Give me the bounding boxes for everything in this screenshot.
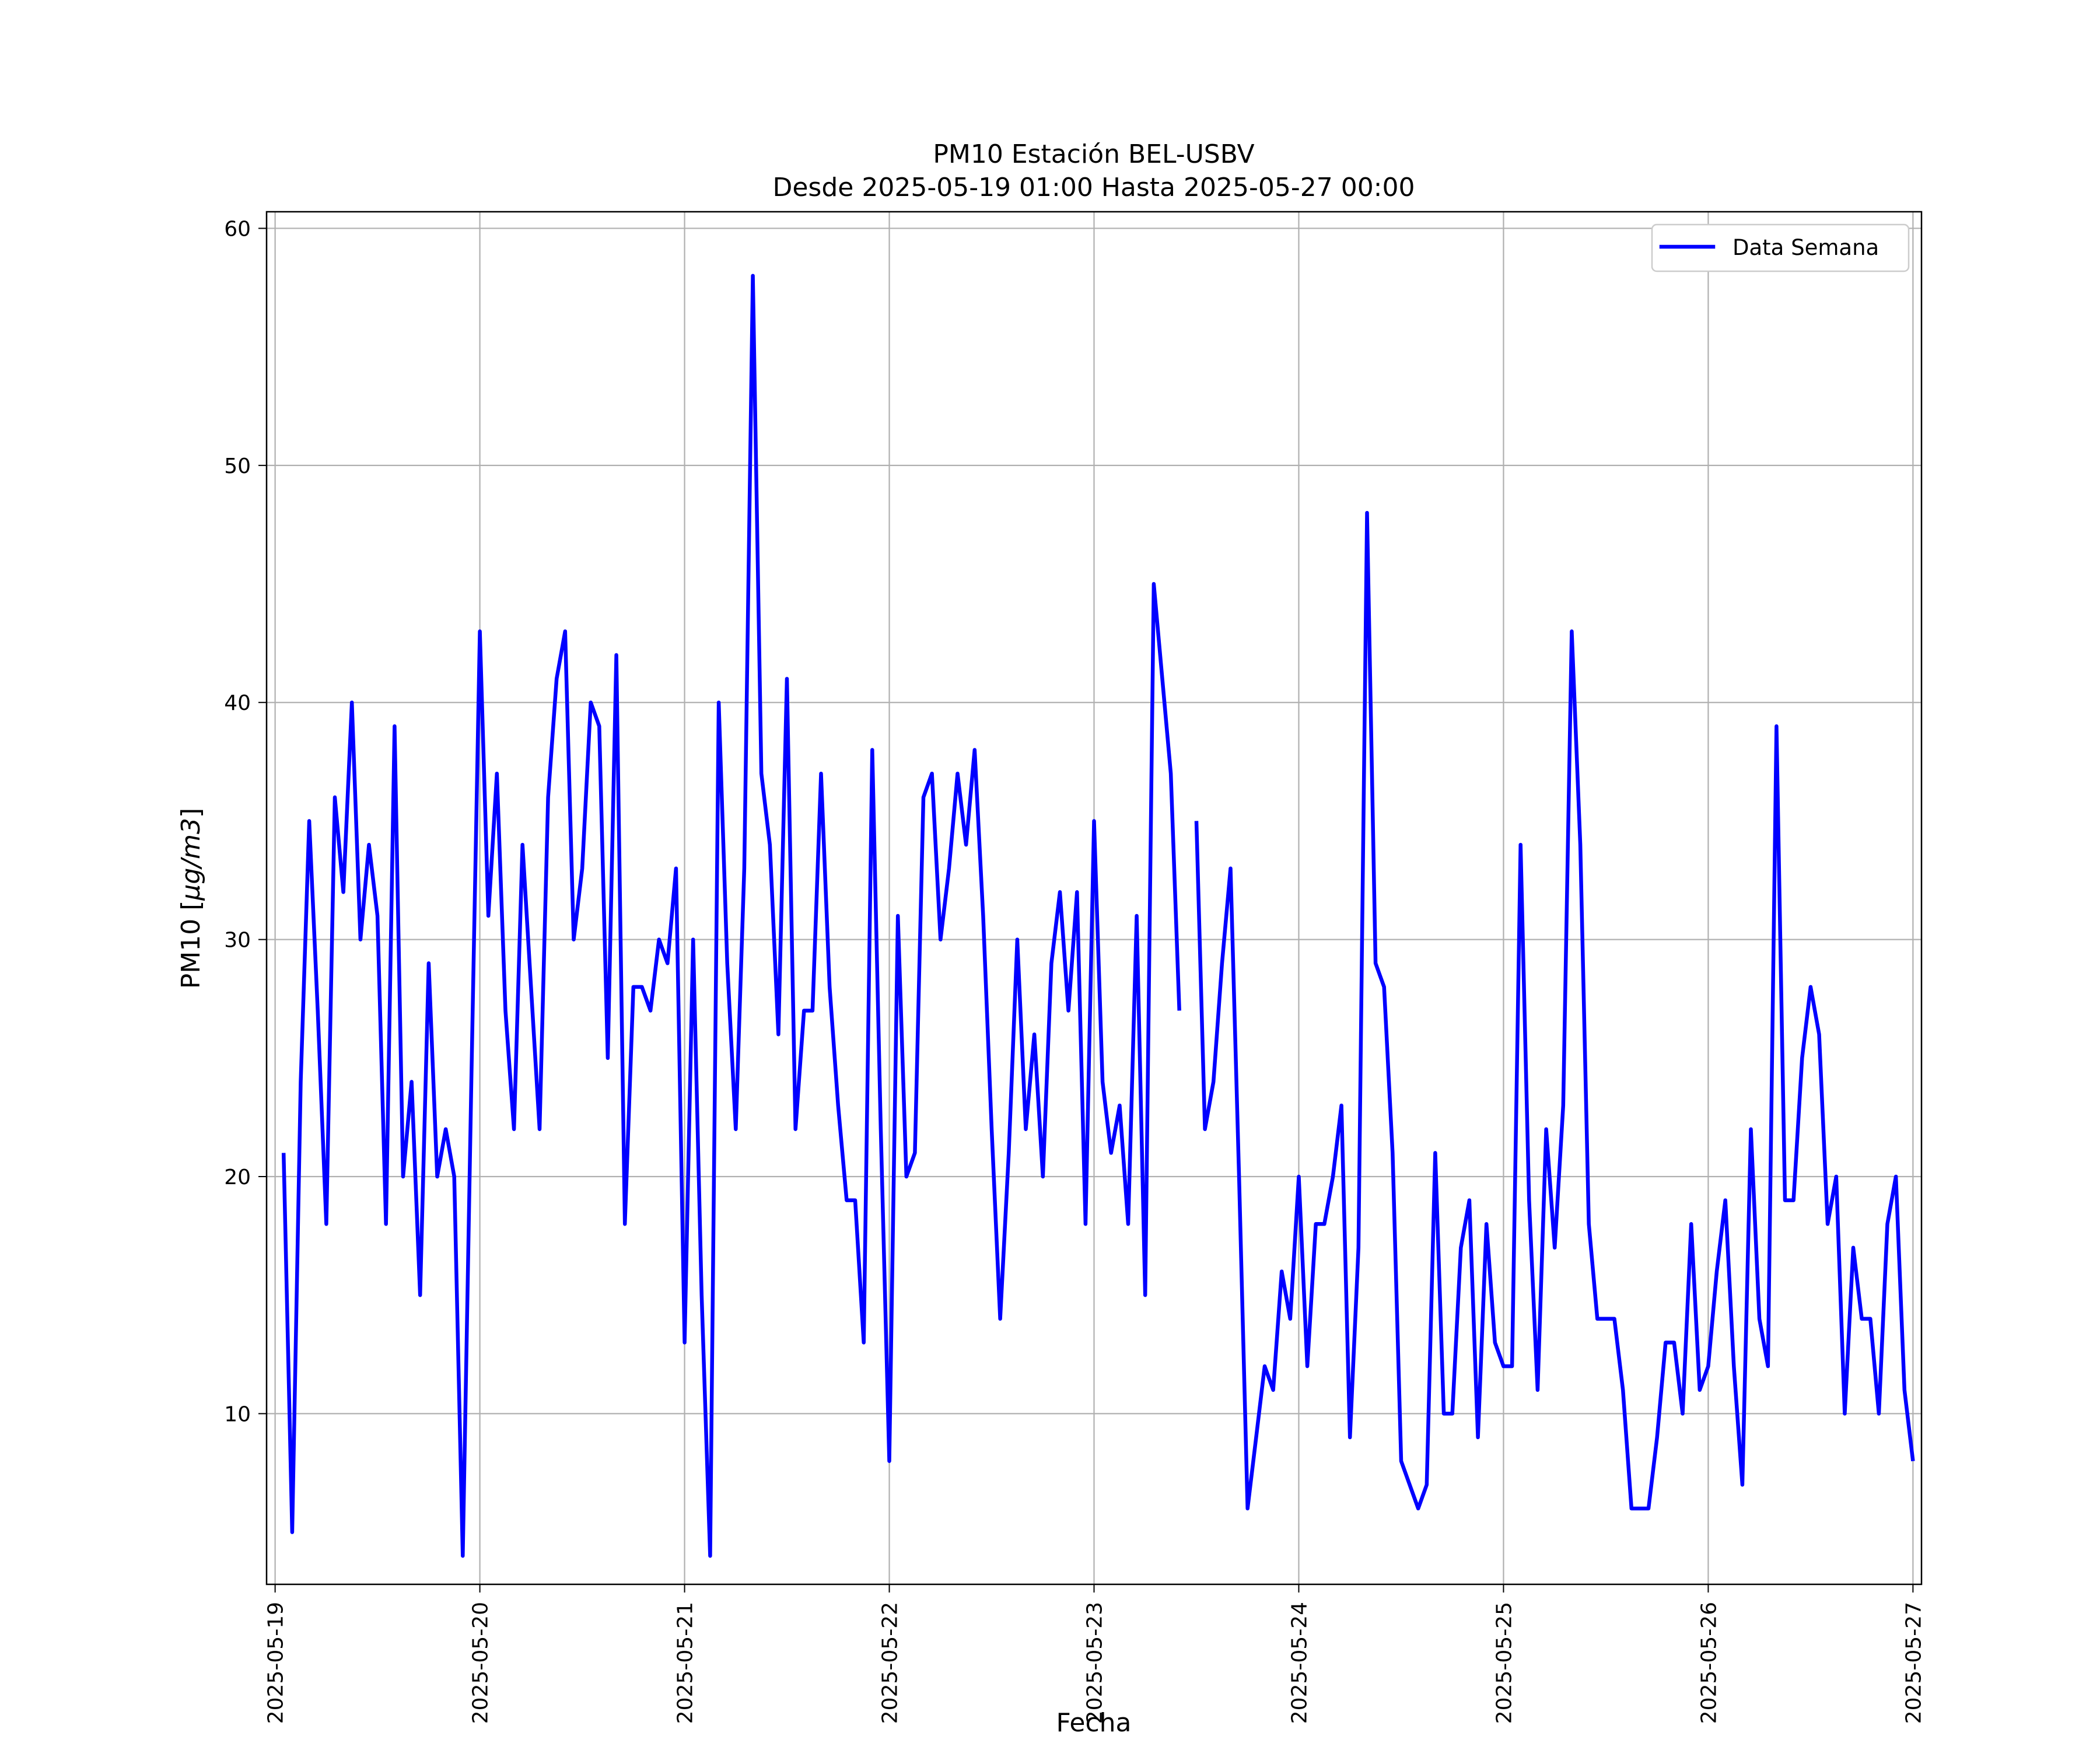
x-tick-label: 2025-05-24 bbox=[1287, 1602, 1311, 1724]
y-tick-label: 50 bbox=[224, 454, 251, 478]
x-tick-label: 2025-05-25 bbox=[1492, 1602, 1516, 1724]
y-tick-label: 10 bbox=[224, 1402, 251, 1426]
x-tick-label: 2025-05-21 bbox=[674, 1602, 698, 1724]
y-tick-label: 60 bbox=[224, 217, 251, 241]
x-tick-label: 2025-05-26 bbox=[1697, 1602, 1721, 1724]
y-axis-label-unit: µg/m3 bbox=[176, 818, 206, 901]
y-axis-label-suffix: ] bbox=[176, 808, 206, 818]
y-axis-label: PM10 [µg/m3] bbox=[176, 808, 206, 989]
x-tick-label: 2025-05-27 bbox=[1902, 1602, 1926, 1724]
x-tick-label: 2025-05-23 bbox=[1083, 1602, 1107, 1724]
x-axis-label: Fecha bbox=[1056, 1708, 1131, 1738]
x-tick-label: 2025-05-19 bbox=[264, 1602, 288, 1724]
y-tick-label: 30 bbox=[224, 929, 251, 953]
chart-subtitle: Desde 2025-05-19 01:00 Hasta 2025-05-27 … bbox=[772, 173, 1415, 202]
series-line bbox=[281, 274, 1181, 1558]
y-tick-label: 40 bbox=[224, 691, 251, 715]
plot-frame bbox=[265, 211, 1923, 1586]
y-axis-label-prefix: PM10 [ bbox=[176, 901, 206, 989]
legend-box bbox=[1651, 223, 1910, 272]
legend: Data Semana bbox=[1651, 223, 1910, 272]
x-tick-label: 2025-05-20 bbox=[469, 1602, 493, 1724]
axis-ticks: 2025-05-19 2025-05-20 2025-05-21 2025-05-22… bbox=[224, 217, 1926, 1724]
chart-title: PM10 Estación BEL-USBV bbox=[933, 139, 1254, 169]
series-line bbox=[1194, 510, 1915, 1511]
y-tick-label: 20 bbox=[224, 1166, 251, 1189]
x-tick-label: 2025-05-22 bbox=[878, 1602, 902, 1724]
legend-label: Data Semana bbox=[1732, 235, 1879, 260]
series-layer bbox=[281, 274, 1915, 1558]
